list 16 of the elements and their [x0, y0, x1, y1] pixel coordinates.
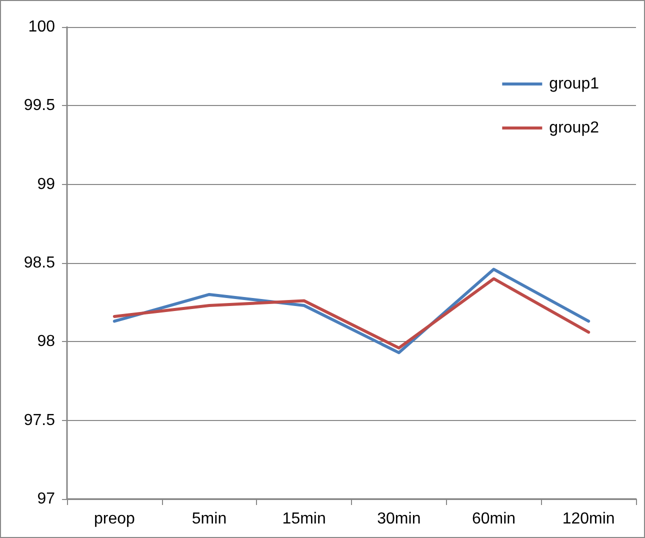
x-tick-label: 15min	[282, 510, 326, 528]
x-tick-label: 60min	[472, 510, 516, 528]
line-series	[112, 277, 590, 350]
y-tick-label: 100	[28, 18, 56, 36]
y-tick-label: 98.5	[24, 254, 56, 272]
y-tick-label: 99	[37, 176, 56, 193]
x-tick-label: 30min	[377, 510, 421, 528]
legend-label: group1	[549, 76, 600, 92]
y-tick-label: 97.5	[24, 412, 56, 429]
x-tick-label: 5min	[192, 510, 227, 528]
x-tick-label: preop	[94, 510, 135, 528]
x-tick-label: 120min	[562, 510, 615, 528]
y-tick-label: 98	[37, 333, 56, 350]
y-tick-label: 97	[37, 490, 56, 508]
y-tick-label: 99.5	[24, 97, 56, 114]
legend-label: group2	[549, 120, 600, 136]
